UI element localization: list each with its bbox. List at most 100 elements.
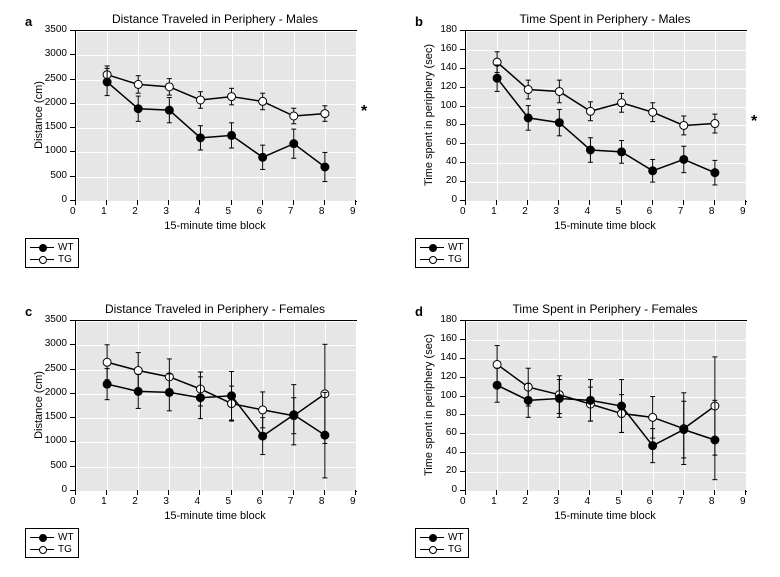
y-tick bbox=[460, 433, 465, 434]
x-tick-label: 0 bbox=[70, 206, 76, 217]
x-tick bbox=[745, 200, 746, 205]
marker-wt bbox=[555, 119, 563, 127]
grid-line bbox=[76, 201, 356, 202]
legend-item-tg: TG bbox=[420, 543, 464, 555]
marker-tg bbox=[259, 406, 267, 414]
x-tick bbox=[231, 200, 232, 205]
x-tick bbox=[75, 200, 76, 205]
x-tick-label: 1 bbox=[101, 496, 107, 507]
chart-title: Time Spent in Periphery - Females bbox=[465, 302, 745, 316]
marker-wt bbox=[103, 78, 111, 86]
x-tick bbox=[199, 200, 200, 205]
legend-label: WT bbox=[448, 532, 464, 543]
marker-tg bbox=[103, 358, 111, 366]
plot-area bbox=[75, 320, 357, 492]
y-tick bbox=[70, 441, 75, 442]
x-tick-label: 5 bbox=[226, 496, 232, 507]
y-axis-label: Time spent in periphery (sec) bbox=[423, 320, 435, 490]
legend: WTTG bbox=[415, 528, 469, 558]
grid-line bbox=[466, 201, 746, 202]
legend-label: WT bbox=[58, 532, 74, 543]
x-tick bbox=[527, 490, 528, 495]
x-tick bbox=[293, 200, 294, 205]
significance-marker: * bbox=[361, 103, 367, 121]
marker-wt bbox=[103, 380, 111, 388]
series-layer bbox=[76, 31, 356, 201]
marker-tg bbox=[649, 413, 657, 421]
y-tick bbox=[70, 79, 75, 80]
x-tick-label: 0 bbox=[70, 496, 76, 507]
legend-marker-icon bbox=[429, 534, 437, 542]
legend-label: TG bbox=[448, 544, 462, 555]
x-tick bbox=[168, 200, 169, 205]
marker-tg bbox=[555, 87, 563, 95]
legend-line-icon bbox=[420, 537, 444, 538]
x-tick-label: 9 bbox=[740, 206, 746, 217]
x-tick bbox=[621, 490, 622, 495]
marker-wt bbox=[524, 114, 532, 122]
x-tick-label: 8 bbox=[319, 206, 325, 217]
legend-line-icon bbox=[30, 537, 54, 538]
x-tick bbox=[496, 490, 497, 495]
marker-wt bbox=[680, 155, 688, 163]
y-tick bbox=[460, 414, 465, 415]
marker-wt bbox=[165, 106, 173, 114]
x-tick bbox=[745, 490, 746, 495]
x-tick bbox=[137, 200, 138, 205]
grid-line bbox=[746, 321, 747, 491]
marker-tg bbox=[259, 97, 267, 105]
marker-wt bbox=[586, 396, 594, 404]
marker-wt bbox=[711, 169, 719, 177]
y-tick bbox=[70, 151, 75, 152]
y-tick bbox=[70, 369, 75, 370]
x-tick-label: 3 bbox=[163, 206, 169, 217]
x-tick bbox=[558, 200, 559, 205]
legend-marker-icon bbox=[429, 256, 437, 264]
legend-line-icon bbox=[420, 259, 444, 260]
x-tick bbox=[137, 490, 138, 495]
legend-line-icon bbox=[420, 247, 444, 248]
x-tick-label: 7 bbox=[678, 496, 684, 507]
marker-wt bbox=[649, 442, 657, 450]
plot-area bbox=[465, 320, 747, 492]
y-tick bbox=[460, 68, 465, 69]
plot-area bbox=[75, 30, 357, 202]
marker-wt bbox=[228, 131, 236, 139]
x-tick bbox=[293, 490, 294, 495]
y-axis-label: Distance (cm) bbox=[33, 320, 45, 490]
y-tick bbox=[70, 54, 75, 55]
marker-wt bbox=[321, 431, 329, 439]
y-tick bbox=[460, 106, 465, 107]
x-tick bbox=[75, 490, 76, 495]
y-tick bbox=[70, 320, 75, 321]
x-axis-label: 15-minute time block bbox=[75, 220, 355, 232]
panel-b: bTime Spent in Periphery - Males02040608… bbox=[465, 30, 745, 200]
x-tick-label: 5 bbox=[616, 206, 622, 217]
grid-line bbox=[466, 491, 746, 492]
x-tick-label: 2 bbox=[522, 206, 528, 217]
grid-line bbox=[746, 31, 747, 201]
x-tick-label: 6 bbox=[257, 206, 263, 217]
x-tick bbox=[589, 200, 590, 205]
x-tick bbox=[262, 490, 263, 495]
marker-wt bbox=[586, 146, 594, 154]
chart-title: Distance Traveled in Periphery - Females bbox=[75, 302, 355, 316]
marker-tg bbox=[618, 99, 626, 107]
x-tick bbox=[168, 490, 169, 495]
marker-tg bbox=[290, 112, 298, 120]
x-tick bbox=[355, 490, 356, 495]
x-tick-label: 1 bbox=[491, 496, 497, 507]
marker-wt bbox=[321, 163, 329, 171]
legend-marker-icon bbox=[429, 244, 437, 252]
legend-item-wt: WT bbox=[420, 241, 464, 253]
x-tick-label: 7 bbox=[288, 206, 294, 217]
marker-tg bbox=[134, 80, 142, 88]
y-tick bbox=[70, 127, 75, 128]
legend-item-tg: TG bbox=[30, 253, 74, 265]
x-tick bbox=[652, 490, 653, 495]
legend-item-wt: WT bbox=[30, 531, 74, 543]
y-tick bbox=[70, 393, 75, 394]
y-tick bbox=[70, 30, 75, 31]
x-tick bbox=[465, 200, 466, 205]
legend: WTTG bbox=[415, 238, 469, 268]
